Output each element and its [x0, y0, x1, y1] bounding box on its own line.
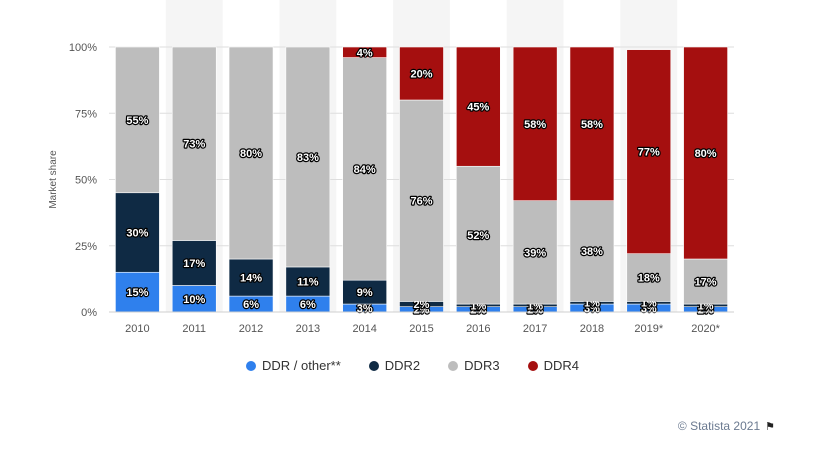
legend-label: DDR3 — [464, 358, 500, 373]
data-label: 58% — [581, 119, 603, 131]
data-label: 77% — [638, 147, 660, 159]
bar-segment — [399, 99, 444, 302]
legend-item-ddr3[interactable]: DDR3 — [448, 358, 500, 373]
data-label: 11% — [297, 277, 319, 289]
data-label: 80% — [695, 148, 717, 160]
data-label: 14% — [240, 273, 262, 285]
bar-segment — [569, 200, 615, 302]
bar-segment — [399, 46, 444, 101]
bar-segment — [342, 46, 387, 58]
legend-marker — [527, 360, 538, 371]
bar-segment — [342, 57, 387, 281]
data-label: 3% — [357, 303, 373, 315]
x-tick-label: 2010 — [125, 323, 149, 335]
data-label: 17% — [695, 277, 717, 289]
y-tick-label: 50% — [75, 175, 97, 187]
y-tick-label: 75% — [75, 108, 97, 120]
legend-marker — [246, 360, 257, 371]
x-tick-label: 2014 — [352, 323, 376, 335]
y-tick-label: 100% — [69, 42, 97, 54]
data-label: 6% — [243, 299, 259, 311]
data-label: 17% — [183, 258, 205, 270]
data-label: 15% — [126, 287, 148, 299]
legend-label: DDR / other** — [262, 358, 341, 373]
bar-segment — [683, 258, 728, 305]
bar-segment — [683, 46, 728, 260]
data-label: 10% — [183, 294, 205, 306]
data-label: 30% — [126, 228, 148, 240]
x-tick-label: 2019* — [634, 323, 663, 335]
x-tick-label: 2016 — [466, 323, 490, 335]
legend-marker — [368, 360, 379, 371]
bar-segment — [115, 192, 160, 273]
credit-text: © Statista 2021 — [677, 419, 761, 433]
bar-segment — [228, 46, 274, 260]
bar-segment — [285, 46, 331, 268]
legend-label: DDR2 — [384, 358, 421, 373]
data-label: 58% — [524, 119, 546, 131]
data-label: 4% — [357, 47, 373, 59]
x-tick-label: 2011 — [182, 323, 206, 335]
stacked-bar-chart: 0% 25% 50% 75% 100% Market share 15% 30% 55% 2010… — [48, 42, 734, 335]
bar-segment — [569, 46, 615, 201]
bar-segment — [512, 46, 558, 201]
data-label: 45% — [467, 102, 489, 114]
data-label: 55% — [126, 115, 148, 127]
x-tick-label: 2015 — [409, 323, 433, 335]
legend-item-ddr-other[interactable]: DDR / other** — [246, 358, 341, 373]
bar-segment — [512, 200, 558, 305]
bar-segment — [456, 165, 501, 305]
x-tick-label: 2012 — [239, 323, 263, 335]
flag-icon: ⚑ — [765, 420, 775, 433]
bar-segment — [115, 271, 160, 313]
x-tick-label: 2017 — [523, 323, 547, 335]
legend-label: DDR4 — [543, 358, 579, 373]
bar-segment — [626, 49, 672, 255]
data-label: 18% — [638, 273, 660, 285]
legend-marker — [448, 360, 459, 371]
x-tick-label: 2018 — [580, 323, 604, 335]
data-label: 73% — [183, 139, 205, 151]
data-label: 9% — [357, 287, 373, 299]
data-label: 84% — [354, 164, 376, 176]
x-tick-label: 2013 — [296, 323, 320, 335]
bar-segment — [171, 240, 217, 286]
data-label: 80% — [240, 148, 262, 160]
bar-segment — [456, 46, 501, 167]
data-label: 38% — [581, 246, 603, 258]
bar-segment — [115, 46, 160, 194]
bar-segment — [285, 266, 331, 297]
y-axis-title: Market share — [48, 150, 59, 209]
data-label: 83% — [297, 152, 319, 164]
legend-item-ddr2[interactable]: DDR2 — [368, 358, 421, 373]
bar-segment — [228, 258, 274, 297]
bar-segment — [171, 285, 217, 313]
credit[interactable]: © Statista 2021 ⚑ — [678, 419, 775, 433]
data-label: 6% — [300, 299, 316, 311]
data-label: 39% — [524, 247, 546, 259]
y-tick-label: 0% — [81, 307, 97, 319]
legend: DDR / other** DDR2 DDR3 DDR4 — [0, 358, 825, 373]
data-label: 52% — [467, 230, 489, 242]
data-label: 76% — [410, 196, 432, 208]
legend-item-ddr4[interactable]: DDR4 — [527, 358, 579, 373]
y-tick-label: 25% — [75, 241, 97, 253]
data-label: 20% — [410, 69, 432, 81]
x-tick-label: 2020* — [691, 323, 720, 335]
bar-segment — [171, 46, 217, 241]
